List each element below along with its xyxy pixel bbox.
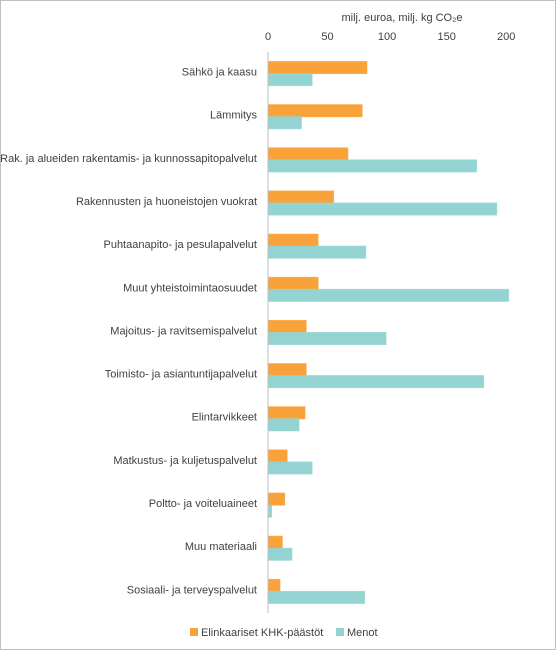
bar bbox=[267, 276, 319, 290]
bar bbox=[267, 104, 363, 118]
legend-swatch bbox=[190, 628, 198, 636]
bar bbox=[267, 363, 307, 377]
y-tick-label: Majoitus- ja ravitsemispalvelut bbox=[110, 325, 257, 337]
bar bbox=[267, 590, 365, 604]
y-tick-label: Lämmitys bbox=[210, 110, 258, 122]
bar bbox=[267, 504, 273, 518]
axis-title: milj. euroa, milj. kg CO₂e bbox=[341, 12, 462, 24]
legend-label: Elinkaariset KHK-päästöt bbox=[201, 627, 323, 639]
y-tick-label: Poltto- ja voiteluaineet bbox=[149, 498, 257, 510]
y-tick-label: Rakennusten ja huoneistojen vuokrat bbox=[76, 196, 257, 208]
y-tick-label: Elintarvikkeet bbox=[192, 412, 257, 424]
bar bbox=[267, 61, 368, 75]
bar bbox=[267, 449, 288, 463]
bar bbox=[267, 547, 293, 561]
bar bbox=[267, 159, 477, 173]
y-tick-label: Toimisto- ja asiantuntijapalvelut bbox=[105, 369, 257, 381]
bar bbox=[267, 190, 335, 204]
bar bbox=[267, 73, 313, 87]
bar bbox=[267, 492, 286, 506]
x-tick-label: 150 bbox=[437, 31, 455, 43]
bar bbox=[267, 288, 510, 302]
bar bbox=[267, 375, 485, 389]
bar bbox=[267, 332, 387, 345]
bar bbox=[267, 461, 313, 475]
bar bbox=[267, 245, 367, 259]
bar bbox=[267, 578, 281, 592]
y-tick-label: Sosiaali- ja terveyspalvelut bbox=[127, 584, 257, 596]
legend-label: Menot bbox=[347, 627, 378, 639]
y-tick-label: Puhtaanapito- ja pesulapalvelut bbox=[103, 239, 257, 251]
x-tick-label: 0 bbox=[265, 31, 271, 43]
y-tick-label: Muu materiaali bbox=[185, 541, 257, 553]
bar bbox=[267, 535, 283, 549]
bar bbox=[267, 116, 302, 130]
bar bbox=[267, 202, 498, 216]
x-tick-label: 200 bbox=[497, 31, 515, 43]
x-tick-label: 50 bbox=[321, 31, 333, 43]
x-tick-label: 100 bbox=[378, 31, 396, 43]
bar bbox=[267, 406, 306, 420]
bar bbox=[267, 320, 307, 333]
y-tick-label: Rak. ja alueiden rakentamis- ja kunnossa… bbox=[0, 153, 257, 165]
bar bbox=[267, 147, 349, 161]
legend-swatch bbox=[336, 628, 344, 636]
y-tick-label: Matkustus- ja kuljetuspalvelut bbox=[113, 455, 257, 467]
bar bbox=[267, 418, 300, 432]
y-tick-label: Muut yhteistoimintaosuudet bbox=[123, 282, 257, 294]
bar bbox=[267, 233, 319, 247]
y-tick-label: Sähkö ja kaasu bbox=[182, 66, 257, 78]
